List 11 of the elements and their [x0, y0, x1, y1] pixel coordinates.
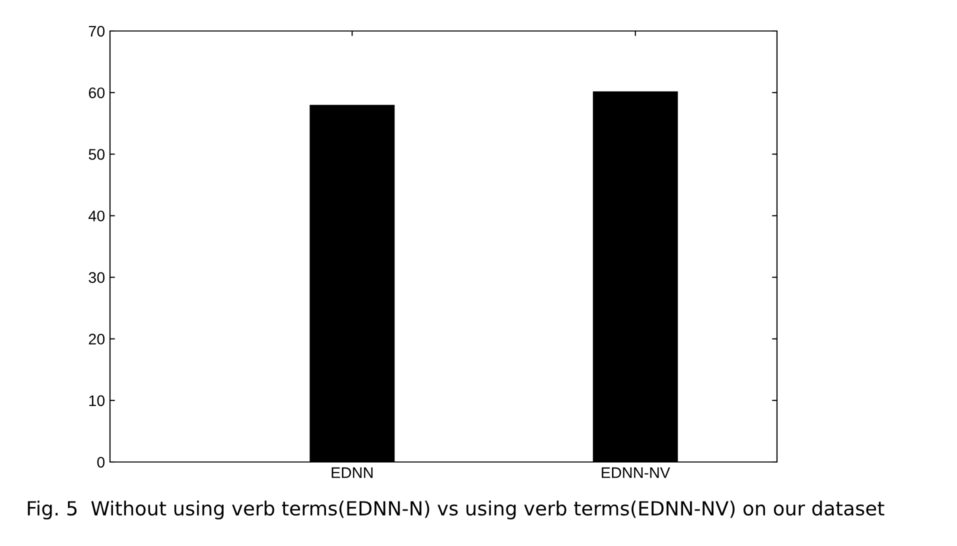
y-tick-label: 50 [88, 149, 105, 160]
y-tick-label: 70 [88, 26, 105, 37]
y-tick-label: 60 [88, 87, 105, 98]
y-tick-label: 40 [88, 210, 105, 222]
y-tick-label: 0 [97, 456, 105, 468]
caption: Fig. 5 Without using verb terms(EDNN-N) vs using verb terms(EDNN-NV) on our dataset [28, 500, 884, 520]
y-tick-label: 30 [88, 272, 105, 283]
y-tick-label: 20 [88, 334, 105, 345]
x-tick-label: EDNN-NV [602, 467, 670, 478]
x-tick-label: EDNN [332, 467, 373, 478]
y-tick-label: 10 [89, 395, 105, 406]
